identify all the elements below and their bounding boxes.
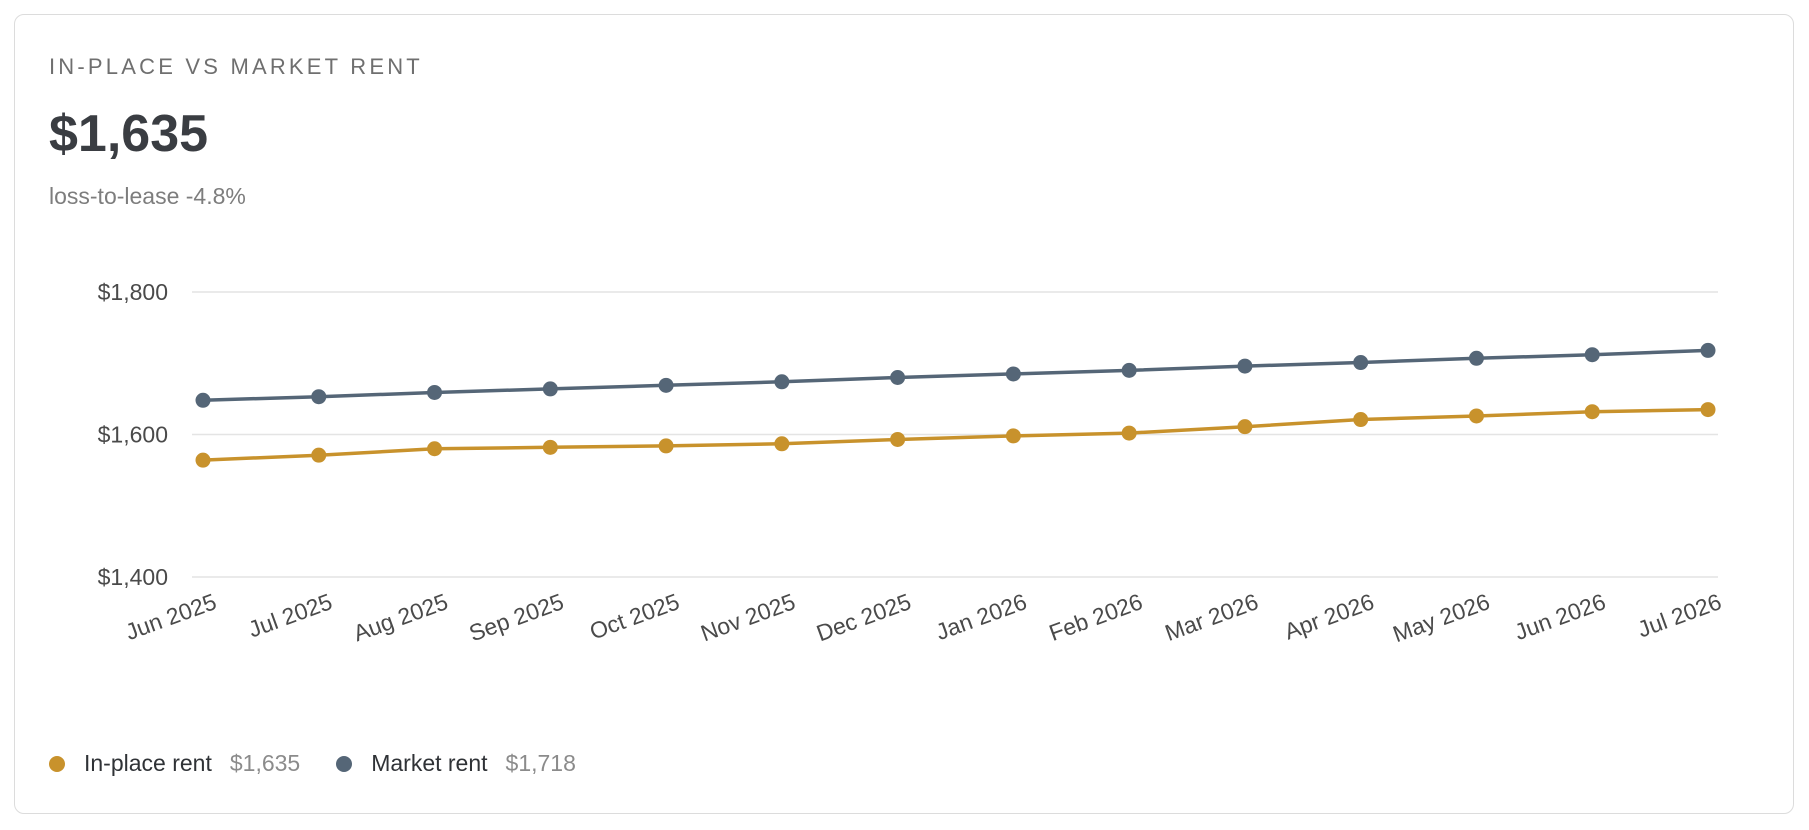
legend-swatch-in-place (49, 755, 65, 772)
y-tick-label: $1,600 (98, 422, 168, 448)
loss-to-lease-subtext: loss-to-lease -4.8% (49, 183, 246, 209)
x-tick-label: Feb 2026 (1046, 588, 1146, 646)
data-point-0-2 (427, 441, 443, 457)
data-point-1-13 (1700, 342, 1716, 358)
data-point-0-3 (542, 439, 558, 455)
x-tick-label: Dec 2025 (813, 588, 914, 646)
legend-item-in-place-rent[interactable]: In-place rent $1,635 (49, 750, 300, 777)
headline-value: $1,635 (49, 105, 209, 163)
data-point-0-6 (890, 431, 906, 447)
data-point-1-1 (311, 389, 327, 405)
data-point-1-5 (774, 374, 790, 390)
x-tick-label: Apr 2026 (1281, 588, 1378, 644)
x-tick-label: Sep 2025 (466, 588, 567, 646)
x-tick-label: Aug 2025 (350, 588, 451, 646)
data-point-0-7 (1005, 428, 1021, 444)
data-point-0-4 (658, 438, 674, 454)
data-point-1-7 (1005, 366, 1021, 382)
x-tick-label: May 2026 (1389, 588, 1493, 647)
data-point-0-9 (1237, 419, 1253, 435)
data-point-1-2 (427, 384, 443, 400)
x-tick-label: Mar 2026 (1161, 588, 1261, 646)
legend-item-market-rent[interactable]: Market rent $1,718 (336, 750, 576, 777)
x-tick-label: Jun 2026 (1511, 588, 1609, 645)
x-tick-label: Jan 2026 (932, 588, 1030, 645)
data-point-1-6 (890, 370, 906, 385)
data-point-0-13 (1700, 402, 1716, 418)
x-tick-label: Jul 2026 (1634, 588, 1725, 642)
data-point-1-10 (1353, 355, 1369, 371)
data-point-1-0 (195, 392, 211, 408)
y-tick-label: $1,400 (98, 564, 168, 590)
data-point-0-8 (1121, 425, 1137, 441)
data-point-1-11 (1468, 350, 1484, 366)
data-point-1-8 (1121, 362, 1137, 378)
legend-label: In-place rent (84, 750, 212, 776)
y-tick-label: $1,800 (98, 279, 168, 305)
legend-label: Market rent (371, 750, 488, 776)
data-point-0-11 (1468, 408, 1484, 424)
legend-swatch-market (336, 755, 353, 772)
series-line-1 (201, 348, 1710, 403)
data-point-0-5 (774, 436, 790, 452)
legend-value: $1,635 (229, 750, 301, 776)
x-tick-label: Oct 2025 (586, 588, 683, 644)
chart-legend: In-place rent $1,635 Market rent $1,718 (49, 750, 612, 777)
line-chart: $1,400 $1,600 $1,800 Jun 2025 Jul 2025 Aug 20… (98, 279, 1725, 647)
legend-value: $1,718 (505, 750, 576, 776)
data-point-0-1 (311, 447, 327, 463)
data-point-0-0 (195, 452, 211, 468)
x-tick-label: Jul 2025 (245, 588, 336, 642)
data-point-1-9 (1237, 358, 1253, 374)
x-tick-label: Nov 2025 (697, 588, 798, 646)
data-point-0-10 (1353, 412, 1369, 428)
data-point-1-3 (542, 381, 558, 397)
data-point-0-12 (1584, 404, 1600, 420)
data-point-1-12 (1584, 347, 1600, 363)
x-tick-label: Jun 2025 (122, 588, 220, 645)
card-eyebrow-title: IN-PLACE VS MARKET RENT (49, 54, 423, 79)
data-point-1-4 (658, 377, 674, 393)
series-line-0 (201, 407, 1710, 462)
